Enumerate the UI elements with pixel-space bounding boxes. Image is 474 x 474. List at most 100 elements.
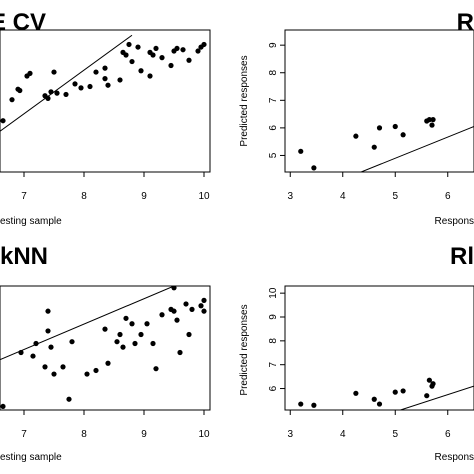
x-tick-label: 3 <box>287 191 293 202</box>
data-point <box>174 45 180 52</box>
data-point <box>93 367 99 374</box>
y-tick-label: 10 <box>268 287 279 299</box>
data-point <box>93 69 99 75</box>
y-axis-label: Predicted responses <box>239 304 250 395</box>
data-point <box>105 360 111 366</box>
data-point <box>138 331 144 338</box>
data-point <box>51 371 57 377</box>
data-point <box>48 89 54 95</box>
data-point <box>126 41 132 48</box>
data-point <box>195 48 201 54</box>
data-point <box>198 303 204 309</box>
x-tick-label: 10 <box>198 191 210 202</box>
data-point <box>376 125 383 131</box>
data-point <box>102 326 108 332</box>
x-tick-label: 8 <box>81 429 87 440</box>
y-tick-label: 8 <box>268 338 279 344</box>
data-point <box>18 349 24 356</box>
data-point <box>311 165 317 171</box>
data-point <box>27 70 33 76</box>
data-point <box>129 58 135 65</box>
data-point <box>171 286 177 291</box>
data-point <box>105 82 111 88</box>
data-point <box>201 297 207 303</box>
data-point <box>138 68 144 74</box>
data-point <box>153 45 159 52</box>
data-point <box>114 339 120 345</box>
data-point <box>183 301 189 307</box>
data-point <box>171 308 177 314</box>
x-tick-label: 8 <box>81 191 87 202</box>
data-point <box>48 344 54 350</box>
data-point <box>0 118 6 124</box>
x-tick-label: 5 <box>392 191 398 202</box>
data-point <box>129 321 135 327</box>
plot-frame <box>284 285 474 411</box>
x-axis-label: esting sample <box>0 452 62 463</box>
x-tick-label: 4 <box>340 191 346 202</box>
data-point <box>147 73 153 79</box>
x-tick-label: 10 <box>198 429 210 440</box>
data-point <box>0 403 6 410</box>
data-point <box>150 340 156 347</box>
data-point <box>123 315 129 321</box>
x-tick-label: 6 <box>445 429 451 440</box>
data-point <box>180 47 186 53</box>
data-point <box>63 91 69 98</box>
plot-frame <box>284 29 474 173</box>
data-point <box>424 393 430 399</box>
data-point <box>132 340 138 347</box>
x-tick-label: 9 <box>141 429 147 440</box>
data-point <box>45 95 51 101</box>
data-point <box>159 55 165 61</box>
y-tick-label: 6 <box>268 125 279 131</box>
x-axis-label: Respons <box>435 216 474 227</box>
data-point <box>69 339 75 345</box>
chart-title: Rl <box>450 243 474 270</box>
x-tick-label: 4 <box>340 429 346 440</box>
y-tick-label: 7 <box>268 97 279 103</box>
data-point <box>430 117 436 123</box>
x-tick-label: 9 <box>141 191 147 202</box>
x-tick-label: 5 <box>392 429 398 440</box>
data-point <box>392 389 398 395</box>
y-tick-label: 8 <box>268 70 279 76</box>
data-point <box>174 317 180 323</box>
data-point <box>168 62 174 69</box>
data-point <box>371 396 377 402</box>
y-tick-label: 7 <box>268 361 279 367</box>
data-point <box>177 349 183 356</box>
data-point <box>45 328 51 334</box>
reference-line <box>0 286 175 361</box>
reference-line <box>400 385 474 410</box>
data-point <box>159 312 165 318</box>
data-point <box>150 52 156 58</box>
data-point <box>311 402 317 408</box>
data-point <box>430 381 436 387</box>
y-axis-label: Predicted responses <box>239 55 250 146</box>
data-point <box>298 401 304 407</box>
data-point <box>201 41 207 48</box>
data-point <box>426 117 432 123</box>
data-point <box>84 371 90 377</box>
data-point <box>298 148 304 154</box>
data-point <box>9 97 15 103</box>
data-point <box>201 308 207 314</box>
data-point <box>353 390 359 396</box>
data-point <box>153 366 159 372</box>
x-tick-label: 7 <box>21 429 27 440</box>
plot-frame <box>0 285 211 411</box>
data-point <box>72 81 78 87</box>
x-axis-label: esting sample <box>0 216 62 227</box>
data-point <box>144 321 150 327</box>
x-axis-label: Respons <box>435 452 474 463</box>
x-tick-label: 6 <box>445 191 451 202</box>
y-tick-label: 5 <box>268 152 279 158</box>
data-point <box>54 90 60 96</box>
reference-line <box>360 126 474 172</box>
chart-title: R <box>457 9 474 36</box>
data-point <box>400 132 406 138</box>
data-point <box>189 306 195 312</box>
data-point <box>186 331 192 338</box>
plot-frame <box>0 29 211 173</box>
